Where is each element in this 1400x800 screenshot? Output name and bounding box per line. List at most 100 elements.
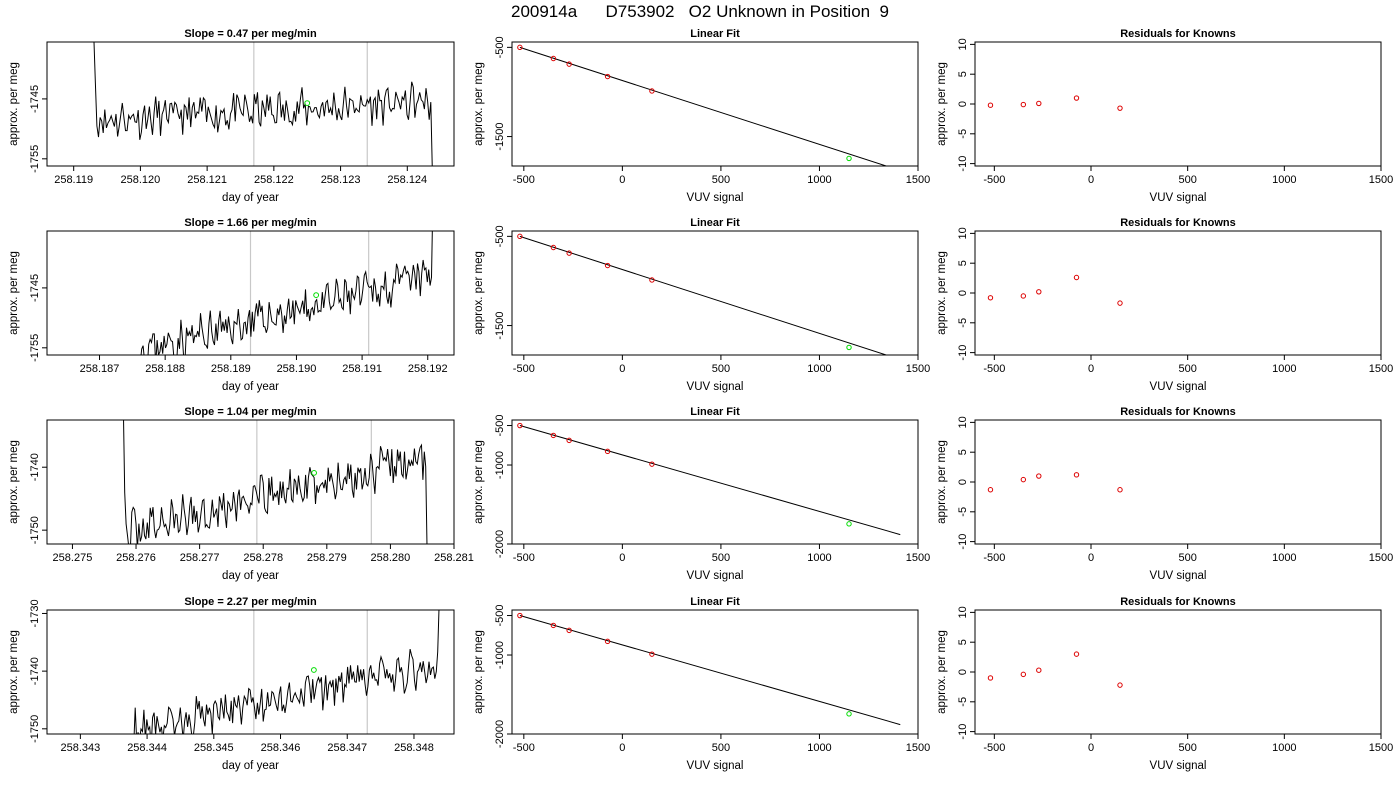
y-tick-label: -5	[957, 318, 969, 328]
residual-point	[1020, 101, 1027, 108]
x-tick-label: 258.124	[387, 174, 427, 186]
known-point	[566, 250, 572, 256]
x-tick-label: 0	[1088, 552, 1094, 564]
plot-frame	[974, 230, 1382, 356]
x-tick-label: 1000	[807, 363, 831, 375]
y-tick-label: 5	[957, 260, 969, 266]
y-tick-label: -1740	[29, 453, 41, 481]
x-tick-label: 1000	[807, 742, 831, 754]
y-tick-label: -10	[957, 534, 969, 550]
known-point	[517, 233, 523, 240]
residual-point	[987, 487, 994, 493]
x-tick-label: 258.191	[342, 363, 382, 375]
residual-point	[1036, 100, 1042, 107]
x-axis-label: VUV signal	[1150, 381, 1207, 393]
plot-area	[123, 420, 428, 544]
x-axis-label: VUV signal	[1150, 760, 1207, 772]
x-tick-label: 258.348	[394, 742, 434, 754]
y-tick-label: -1750	[29, 516, 41, 544]
x-axis-label: day of year	[222, 760, 279, 772]
known-point	[517, 612, 523, 619]
unknown-point	[846, 155, 852, 162]
known-point	[604, 262, 611, 269]
plot-frame	[974, 419, 1382, 545]
known-point	[604, 448, 611, 455]
panel-3-1: Slope = 1.04 per meg/min 258.275 258.276 25…	[8, 406, 474, 582]
y-tick-label: -2000	[494, 720, 506, 748]
residual-point	[1073, 651, 1080, 657]
panel-title: Linear Fit	[690, 596, 740, 608]
x-tick-label: 1500	[1369, 174, 1393, 186]
x-tick-label: 0	[619, 742, 625, 754]
unknown-point	[846, 344, 852, 351]
y-axis-label: approx. per meg	[8, 630, 20, 714]
plot-area	[517, 612, 901, 726]
unknown-point	[304, 100, 311, 107]
x-tick-label: 258.192	[408, 363, 448, 375]
residual-point	[987, 675, 994, 681]
y-axis-label: approx. per meg	[473, 251, 485, 335]
x-tick-label: 258.188	[145, 363, 185, 375]
x-tick-label: 258.347	[327, 742, 367, 754]
residual-point	[1020, 293, 1027, 299]
known-point	[550, 432, 557, 439]
data-trace	[93, 42, 433, 166]
x-tick-label: -500	[513, 363, 535, 375]
plot-frame	[974, 41, 1382, 167]
x-tick-label: 0	[1088, 742, 1094, 754]
residual-point	[1117, 105, 1123, 111]
x-axis-label: VUV signal	[1150, 570, 1207, 582]
panel-1-3: Residuals for Knowns -500 0 500 1000 1500 -10 -…	[936, 28, 1393, 204]
plot-area	[987, 274, 1123, 306]
y-tick-label: -10	[957, 724, 969, 740]
y-tick-label: -1000	[494, 451, 506, 479]
known-point	[566, 61, 572, 67]
unknown-point	[313, 292, 320, 298]
plot-frame	[46, 609, 455, 735]
x-tick-label: -500	[513, 742, 535, 754]
x-tick-label: 1000	[807, 552, 831, 564]
x-axis-label: VUV signal	[1150, 192, 1207, 204]
x-tick-label: 258.122	[254, 174, 294, 186]
x-tick-label: 258.190	[277, 363, 317, 375]
x-tick-label: 500	[712, 363, 730, 375]
panel-title: Slope = 2.27 per meg/min	[184, 596, 317, 608]
x-tick-label: 258.280	[371, 552, 411, 564]
x-tick-label: 258.276	[116, 552, 156, 564]
x-tick-label: 500	[1178, 174, 1196, 186]
y-tick-label: -5	[957, 129, 969, 139]
residual-point	[1036, 473, 1042, 479]
plot-area	[133, 610, 440, 734]
x-tick-label: -500	[983, 552, 1005, 564]
y-axis-label: approx. per meg	[936, 251, 948, 335]
known-point	[566, 437, 572, 444]
x-axis-label: VUV signal	[687, 760, 744, 772]
residual-point	[1117, 300, 1123, 306]
y-tick-label: 0	[957, 290, 969, 296]
residual-point	[1117, 487, 1123, 493]
y-tick-label: -1730	[29, 599, 41, 627]
residual-point	[1036, 667, 1042, 673]
y-tick-label: -1745	[29, 274, 41, 302]
x-tick-label: 258.189	[211, 363, 251, 375]
y-tick-label: -5	[957, 697, 969, 707]
fit-line	[519, 615, 901, 726]
y-tick-label: -1740	[29, 657, 41, 685]
residual-point	[987, 295, 994, 301]
plot-frame	[46, 41, 455, 167]
y-axis-label: approx. per meg	[473, 62, 485, 146]
plot-area	[517, 44, 888, 166]
plot-area	[517, 233, 888, 355]
y-tick-label: -1500	[494, 122, 506, 150]
y-axis-label: approx. per meg	[8, 62, 20, 146]
x-axis-label: day of year	[222, 381, 279, 393]
fit-line	[519, 46, 888, 166]
y-tick-label: 5	[957, 639, 969, 645]
plot-area	[987, 95, 1123, 111]
x-tick-label: 1500	[1369, 552, 1393, 564]
x-tick-label: 258.121	[187, 174, 227, 186]
x-tick-label: 0	[619, 552, 625, 564]
y-tick-label: -1755	[29, 334, 41, 362]
main-title: 200914a D753902 O2 Unknown in Position 9	[510, 2, 890, 21]
x-tick-label: 258.278	[243, 552, 283, 564]
